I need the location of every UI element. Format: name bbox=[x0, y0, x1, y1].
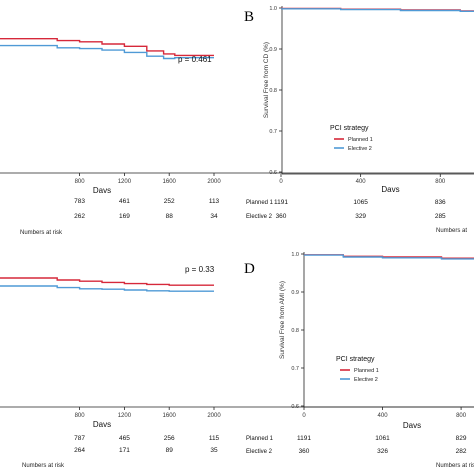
risk-value: 1191 bbox=[297, 435, 311, 442]
risk-value: 256 bbox=[164, 435, 175, 442]
risk-value: 113 bbox=[209, 198, 220, 205]
risk-row-label: Planned 1 bbox=[246, 436, 274, 442]
x-tick-label: 1600 bbox=[163, 179, 177, 185]
x-tick-label: 800 bbox=[435, 179, 446, 185]
legend-entry: Elective 2 bbox=[354, 377, 378, 383]
panel-2: B 0.6 0.7 0.8 0.9 1.0 0 400 800 Davs Survival Free… bbox=[244, 6, 474, 234]
x-axis-label: Davs bbox=[403, 421, 421, 430]
risk-table-title: Numbers at bbox=[436, 228, 467, 234]
series-line-2 bbox=[281, 8, 474, 12]
series-line-2 bbox=[0, 44, 214, 60]
risk-value: 115 bbox=[209, 435, 220, 442]
legend-title: PCI strategy bbox=[336, 356, 375, 363]
risk-table: 787 465 256 115 264 171 89 35 Numbers at risk bbox=[22, 435, 220, 469]
x-tick-label: 0 bbox=[279, 179, 283, 185]
risk-value: 34 bbox=[210, 213, 218, 220]
risk-value: 326 bbox=[377, 448, 388, 455]
x-tick-label: 1600 bbox=[163, 413, 177, 419]
panel-1: 800 1200 1600 2000 Davs p = 0.461 783 461 252 113… bbox=[0, 38, 474, 236]
series-line-1 bbox=[0, 277, 214, 286]
risk-table-title: Numbers at risk bbox=[22, 463, 65, 469]
risk-table: Planned 1 1191 1065 836 Elective 2 360 329 285 N… bbox=[246, 199, 467, 234]
risk-value: 836 bbox=[435, 199, 446, 206]
y-tick-label: 0.9 bbox=[269, 47, 277, 53]
y-tick-label: 0.8 bbox=[291, 328, 299, 334]
risk-row-label: Elective 2 bbox=[246, 449, 273, 455]
panel-4: D 0.6 0.7 0.8 0.9 1.0 0 400 800 Davs Survival Free… bbox=[244, 252, 474, 469]
x-axis-label: Davs bbox=[381, 185, 399, 194]
p-value-label: p = 0.461 bbox=[178, 55, 212, 64]
x-tick-label: 400 bbox=[356, 179, 367, 185]
x-axis-label: Davs bbox=[93, 186, 111, 195]
y-tick-label: 0.7 bbox=[291, 366, 299, 372]
y-axis-label: Survival Free from CD (%) bbox=[263, 42, 270, 118]
x-tick-label: 800 bbox=[456, 413, 467, 419]
y-tick-label: 0.6 bbox=[291, 404, 299, 410]
risk-value: 252 bbox=[164, 198, 175, 205]
risk-value: 35 bbox=[210, 447, 218, 454]
series-line-2 bbox=[0, 285, 214, 292]
x-tick-label: 400 bbox=[378, 413, 389, 419]
panel-letter: D bbox=[244, 261, 255, 277]
y-tick-label: 1.0 bbox=[291, 252, 299, 258]
risk-row-label: Planned 1 bbox=[246, 200, 274, 206]
legend-entry: Planned 1 bbox=[348, 137, 373, 143]
y-tick-label: 0.9 bbox=[291, 290, 299, 296]
panel-letter: B bbox=[244, 9, 254, 25]
risk-table-title: Numbers at ris bbox=[436, 463, 474, 469]
risk-value: 88 bbox=[166, 213, 174, 220]
risk-value: 285 bbox=[435, 213, 446, 220]
legend-title: PCI strategy bbox=[330, 125, 369, 132]
x-tick-label: 1200 bbox=[118, 179, 132, 185]
risk-value: 360 bbox=[276, 213, 287, 220]
risk-value: 465 bbox=[119, 435, 130, 442]
risk-value: 783 bbox=[74, 198, 85, 205]
x-tick-label: 1200 bbox=[118, 413, 132, 419]
risk-row-label: Elective 2 bbox=[246, 214, 273, 220]
risk-value: 1191 bbox=[274, 199, 288, 206]
series-line-2 bbox=[304, 254, 474, 260]
y-tick-label: 1.0 bbox=[269, 6, 277, 12]
risk-value: 169 bbox=[119, 213, 130, 220]
panel-3: 800 1200 1600 2000 Davs p = 0.33 787 465 256 115 2… bbox=[0, 265, 474, 469]
y-axis-label: Survival Free from AMI (%) bbox=[279, 281, 286, 359]
y-tick-label: 0.7 bbox=[269, 129, 277, 135]
risk-table: Planned 1 1191 1061 829 Elective 2 360 326 282 N… bbox=[246, 435, 474, 469]
risk-value: 171 bbox=[119, 447, 130, 454]
risk-value: 360 bbox=[299, 448, 310, 455]
risk-value: 1065 bbox=[353, 199, 368, 206]
risk-value: 282 bbox=[456, 448, 467, 455]
risk-value: 461 bbox=[119, 198, 130, 205]
risk-value: 829 bbox=[456, 435, 467, 442]
risk-value: 787 bbox=[74, 435, 85, 442]
x-tick-label: 800 bbox=[75, 179, 86, 185]
legend-entry: Planned 1 bbox=[354, 368, 379, 374]
x-axis-label: Davs bbox=[93, 420, 111, 429]
y-tick-label: 0.8 bbox=[269, 88, 277, 94]
series-line-1 bbox=[0, 38, 214, 57]
x-tick-label: 2000 bbox=[207, 179, 221, 185]
risk-value: 264 bbox=[74, 447, 85, 454]
risk-table-title: Numbers at risk bbox=[20, 230, 63, 236]
risk-value: 262 bbox=[74, 213, 85, 220]
legend: PCI strategy Planned 1 Elective 2 bbox=[330, 125, 373, 152]
x-tick-label: 800 bbox=[75, 413, 86, 419]
y-tick-label: 0.6 bbox=[269, 170, 277, 176]
risk-table: 783 461 252 113 262 169 88 34 Numbers at risk bbox=[20, 198, 220, 236]
risk-value: 1061 bbox=[375, 435, 390, 442]
risk-value: 329 bbox=[355, 213, 366, 220]
p-value-label: p = 0.33 bbox=[185, 265, 215, 274]
legend-entry: Elective 2 bbox=[348, 146, 372, 152]
legend: PCI strategy Planned 1 Elective 2 bbox=[336, 356, 379, 383]
x-tick-label: 0 bbox=[302, 413, 306, 419]
risk-value: 89 bbox=[166, 447, 174, 454]
x-tick-label: 2000 bbox=[207, 413, 221, 419]
